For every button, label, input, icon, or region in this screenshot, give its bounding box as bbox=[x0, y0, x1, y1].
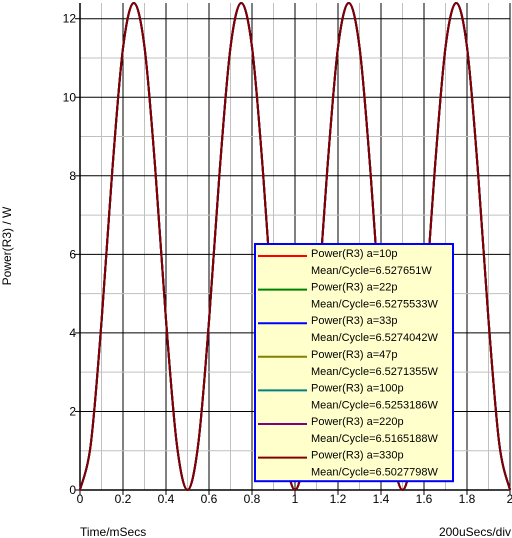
y-tick-label: 0 bbox=[69, 483, 76, 497]
legend-entry: Power(R3) a=33p Mean/Cycle=6.5274042W bbox=[258, 315, 438, 344]
legend-box bbox=[254, 243, 454, 483]
legend-series-mean: Mean/Cycle=6.5275533W bbox=[311, 299, 438, 311]
legend-series-name: Power(R3) a=33p bbox=[311, 315, 398, 327]
legend-entry: Power(R3) a=10p Mean/Cycle=6.527651W bbox=[258, 248, 432, 277]
x-tick-label: 1.6 bbox=[416, 492, 433, 506]
x-tick-label: 1.2 bbox=[330, 492, 347, 506]
x-tick-label: 1.4 bbox=[373, 492, 390, 506]
x-tick-label: 2 bbox=[507, 492, 512, 506]
legend-entry: Power(R3) a=22p Mean/Cycle=6.5275533W bbox=[258, 282, 438, 311]
legend-series-name: Power(R3) a=100p bbox=[311, 382, 404, 394]
legend-series-mean: Mean/Cycle=6.5027798W bbox=[311, 467, 438, 479]
x-tick-label: 0.2 bbox=[115, 492, 132, 506]
legend-entry: Power(R3) a=330p Mean/Cycle=6.5027798W bbox=[258, 450, 438, 479]
x-tick-label: 0.4 bbox=[158, 492, 175, 506]
scale-note: 200uSecs/div bbox=[439, 525, 511, 538]
legend-series-name: Power(R3) a=220p bbox=[311, 416, 404, 428]
y-tick-label: 10 bbox=[63, 90, 77, 104]
legend-series-mean: Mean/Cycle=6.5253186W bbox=[311, 399, 438, 411]
x-tick-label: 1.8 bbox=[459, 492, 476, 506]
tick-labels: 0 0.2 0.4 0.6 0.8 1 1.2 1.4 1.6 1.8 2 0 2 4 6 8 10 12 bbox=[63, 12, 512, 506]
series-lines bbox=[79, 1, 511, 492]
legend-series-mean: Mean/Cycle=6.5274042W bbox=[311, 332, 438, 344]
legend-series-name: Power(R3) a=22p bbox=[311, 282, 398, 294]
y-tick-label: 6 bbox=[69, 247, 76, 261]
x-tick-label: 1 bbox=[292, 492, 299, 506]
legend-series-name: Power(R3) a=330p bbox=[311, 450, 404, 462]
x-tick-label: 0.8 bbox=[244, 492, 261, 506]
legend-series-mean: Mean/Cycle=6.5271355W bbox=[311, 366, 438, 378]
y-tick-label: 12 bbox=[63, 12, 77, 26]
legend-entry: Power(R3) a=220p Mean/Cycle=6.5165188W bbox=[258, 416, 438, 445]
legend-series-name: Power(R3) a=10p bbox=[311, 248, 398, 260]
legend-entry: Power(R3) a=47p Mean/Cycle=6.5271355W bbox=[258, 349, 438, 378]
y-tick-label: 2 bbox=[69, 404, 76, 418]
legend-series-name: Power(R3) a=47p bbox=[311, 349, 398, 361]
x-tick-label: 0.6 bbox=[201, 492, 218, 506]
legend-series-mean: Mean/Cycle=6.527651W bbox=[311, 265, 432, 277]
legend-entry: Power(R3) a=100p Mean/Cycle=6.5253186W bbox=[258, 382, 438, 411]
y-tick-label: 4 bbox=[69, 326, 76, 340]
x-axis-label: Time/mSecs bbox=[80, 525, 146, 538]
x-tick-label: 0 bbox=[77, 492, 84, 506]
y-tick-label: 8 bbox=[69, 169, 76, 183]
legend-series-mean: Mean/Cycle=6.5165188W bbox=[311, 433, 438, 445]
legend: Power(R3) a=10pMean/Cycle=6.527651WPower… bbox=[254, 243, 454, 483]
series-line-7 bbox=[79, 1, 511, 492]
y-axis-label: Power(R3) / W bbox=[0, 206, 14, 285]
